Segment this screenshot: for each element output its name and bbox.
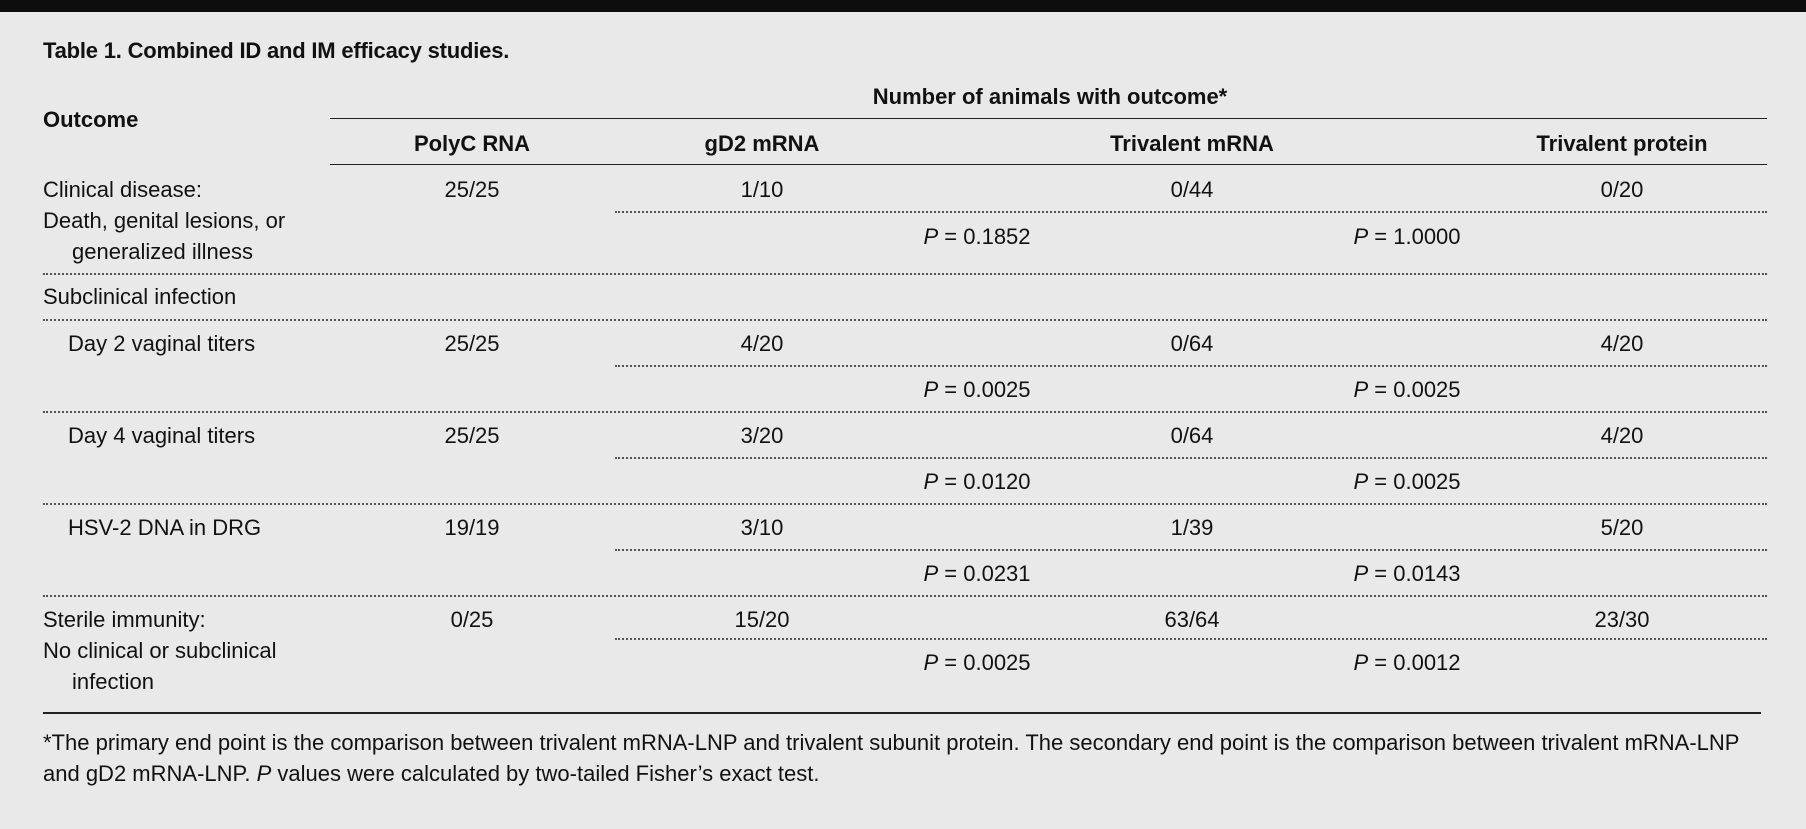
column-header-gd2-mrna: gD2 mRNA [704,131,820,156]
row-label: Subclinical infection [43,284,237,309]
header-bottom-rule [330,164,1767,165]
p-value: P = 0.0143 [1353,561,1461,586]
row-label: Day 2 vaginal titers [68,331,256,356]
dotted-divider [43,595,1767,597]
outcome-header: Outcome [43,107,139,132]
column-header-trivalent-mrna: Trivalent mRNA [1110,131,1274,156]
dotted-divider [43,273,1767,275]
table-cell: 15/20 [734,607,790,632]
table-footnote: *The primary end point is the comparison… [43,730,1740,786]
row-label: Death, genital lesions, or [43,208,286,233]
row-label: infection [72,669,154,694]
p-value: P = 0.0012 [1353,650,1461,675]
table-cell: 4/20 [740,331,784,356]
table-cell: 0/20 [1600,177,1644,202]
table-title: Table 1. Combined ID and IM efficacy stu… [43,38,510,63]
p-value: P = 0.0025 [1353,377,1461,402]
table-cell: 25/25 [444,331,500,356]
group-header: Number of animals with outcome* [872,84,1228,109]
table-cell: 4/20 [1600,423,1644,448]
column-header-trivalent-protein: Trivalent protein [1536,131,1708,156]
p-value: P = 0.0025 [923,650,1031,675]
row-label: Day 4 vaginal titers [68,423,256,448]
p-value: P = 0.0025 [923,377,1031,402]
dotted-divider [615,638,1767,640]
table-cell: 19/19 [444,515,500,540]
dotted-divider [615,457,1767,459]
top-border-bar [0,0,1806,12]
table-cell: 0/25 [450,607,494,632]
dotted-divider [615,211,1767,213]
p-value: P = 0.0120 [923,469,1031,494]
table-cell: 25/25 [444,423,500,448]
table-cell: 63/64 [1164,607,1220,632]
table-cell: 5/20 [1600,515,1644,540]
row-label: HSV-2 DNA in DRG [68,515,262,540]
group-header-rule [330,118,1767,119]
table-cell: 4/20 [1600,331,1644,356]
p-value: P = 1.0000 [1353,224,1461,249]
table-cell: 0/44 [1170,177,1214,202]
table-cell: 23/30 [1594,607,1650,632]
dotted-divider [615,549,1767,551]
table-cell: 1/39 [1170,515,1214,540]
table-cell: 3/20 [740,423,784,448]
column-header-polyc-rna: PolyC RNA [413,131,531,156]
p-value: P = 0.1852 [923,224,1031,249]
dotted-divider [43,319,1767,321]
row-label: Clinical disease: [43,177,202,202]
dotted-divider [615,365,1767,367]
table-cell: 0/64 [1170,331,1214,356]
table-cell: 0/64 [1170,423,1214,448]
table-cell: 3/10 [740,515,784,540]
p-value: P = 0.0025 [1353,469,1461,494]
dotted-divider [43,411,1767,413]
table-cell: 1/10 [740,177,784,202]
row-label: No clinical or subclinical [43,638,277,663]
dotted-divider [43,503,1767,505]
row-label: Sterile immunity: [43,607,206,632]
table-bottom-rule [43,712,1761,714]
p-value: P = 0.0231 [923,561,1031,586]
table-cell: 25/25 [444,177,500,202]
row-label: generalized illness [72,239,253,264]
